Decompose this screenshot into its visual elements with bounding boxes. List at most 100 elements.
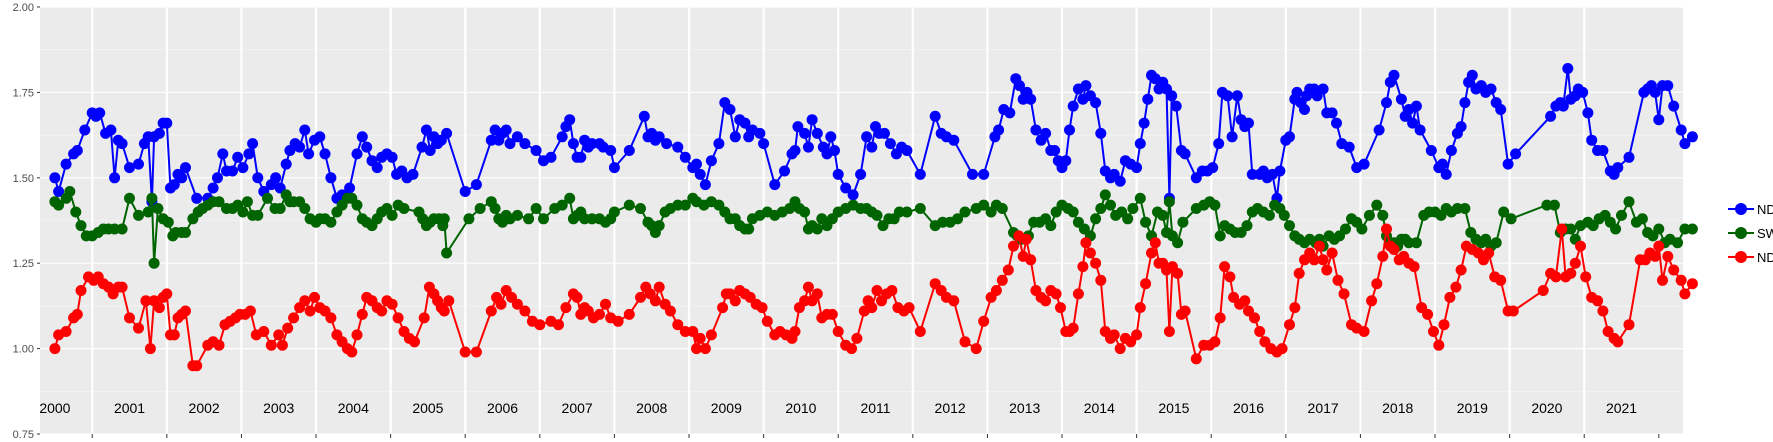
ndwi-point xyxy=(970,343,982,355)
ndwi-point xyxy=(594,308,605,320)
ndvi-point xyxy=(232,151,244,163)
ndvi-point xyxy=(802,141,814,153)
year-label: 2001 xyxy=(114,400,145,416)
ndvi-point xyxy=(1459,97,1471,109)
ndvi-point xyxy=(1170,100,1182,112)
ndvi-point xyxy=(806,114,818,126)
ndvi-point xyxy=(1291,86,1303,98)
ndvi-point xyxy=(176,172,188,184)
ndvi-point xyxy=(623,145,635,156)
swir-point xyxy=(914,203,926,214)
swir-point xyxy=(274,203,286,214)
swir-point xyxy=(635,203,646,214)
swir-point xyxy=(1127,203,1139,214)
ndvi-point xyxy=(1095,127,1107,139)
ndvi-point xyxy=(1134,138,1146,150)
ndvi-point xyxy=(530,145,542,156)
ndvi-point xyxy=(459,186,471,197)
swir-point xyxy=(325,216,337,228)
ndvi-point xyxy=(847,189,859,201)
ndwi-point xyxy=(1025,254,1037,266)
ndvi-point xyxy=(247,138,259,150)
ndwi-point xyxy=(717,302,729,314)
ndwi-point xyxy=(519,305,531,317)
swir-point xyxy=(1498,206,1510,218)
ndwi-point xyxy=(351,329,363,341)
swir-point xyxy=(978,199,990,211)
ndvi-point xyxy=(575,151,587,163)
ndwi-point xyxy=(699,343,711,355)
ndwi-point xyxy=(1276,343,1288,355)
y-tick-label: 2.00 xyxy=(13,2,34,14)
ndvi-point xyxy=(1317,83,1329,95)
ndwi-point xyxy=(443,295,455,307)
ndvi-point xyxy=(705,155,717,167)
ndwi-point xyxy=(1254,326,1266,337)
ndwi-point xyxy=(1592,295,1604,307)
y-tick-label: 1.75 xyxy=(13,87,34,99)
ndwi-point xyxy=(1381,223,1392,235)
ndvi-point xyxy=(914,168,926,180)
ndvi-point xyxy=(361,141,373,153)
ndvi-point xyxy=(1597,145,1609,156)
ndwi-point xyxy=(1284,319,1295,331)
major-gridlines xyxy=(40,6,1683,435)
ndwi-point xyxy=(1580,271,1592,283)
y-tick-label: 1.50 xyxy=(13,173,34,185)
ndwi-point xyxy=(1507,305,1519,317)
ndvi-point xyxy=(608,162,620,174)
ndvi-point xyxy=(1649,86,1661,98)
ndwi-point xyxy=(346,346,358,358)
ndwi-point xyxy=(75,285,87,296)
year-label: 2020 xyxy=(1531,400,1562,416)
ndvi-point xyxy=(1299,104,1310,115)
ndwi-point xyxy=(168,329,180,341)
legend-key-swir xyxy=(1728,223,1754,243)
ndvi-point xyxy=(799,127,811,139)
swir-point xyxy=(441,247,453,259)
ndvi-point xyxy=(901,145,913,156)
ndwi-point xyxy=(1450,281,1462,293)
ndvi-point xyxy=(1381,97,1392,109)
ndwi-point xyxy=(612,315,624,327)
swir-point xyxy=(53,199,65,211)
ndvi-point xyxy=(1030,124,1042,136)
swir-point xyxy=(523,213,535,225)
year-label: 2007 xyxy=(562,400,593,416)
ndwi-point xyxy=(1438,319,1450,331)
ndvi-point xyxy=(252,172,264,184)
ndwi-point xyxy=(802,281,814,293)
ndwi-point xyxy=(756,302,768,314)
swir-point xyxy=(237,206,249,218)
ndwi-point xyxy=(1219,261,1231,273)
legend-label-ndvi: NDVI xyxy=(1757,201,1773,217)
year-label: 2011 xyxy=(860,400,890,416)
ndvi-point xyxy=(1114,175,1126,187)
ndwi-point xyxy=(1163,326,1175,337)
ndwi-point xyxy=(705,329,717,341)
ndwi-point xyxy=(282,322,294,334)
ndvi-point xyxy=(1131,162,1143,174)
swir-point xyxy=(1163,196,1175,208)
ndvi-point xyxy=(567,138,579,150)
ndvi-point xyxy=(1226,131,1238,143)
swir-point xyxy=(608,206,620,218)
legend-item-ndvi: NDVI xyxy=(1728,197,1773,221)
ndwi-point xyxy=(1321,264,1333,276)
swir-point xyxy=(146,192,158,204)
swir-point xyxy=(1490,237,1502,249)
year-label: 2003 xyxy=(263,400,294,416)
ndvi-point xyxy=(605,145,617,156)
ndvi-point xyxy=(319,148,331,160)
ndvi-point xyxy=(1373,124,1385,136)
ndwi-point xyxy=(1067,322,1079,334)
ndvi-point xyxy=(212,172,223,184)
ndwi-point xyxy=(325,312,337,324)
ndvi-point xyxy=(1243,117,1254,129)
ndwi-point xyxy=(299,295,311,307)
ndvi-point xyxy=(371,162,383,174)
swir-point xyxy=(252,209,264,221)
swir-point xyxy=(1284,220,1295,232)
swir-point xyxy=(463,213,475,225)
ndwi-point xyxy=(495,298,507,310)
